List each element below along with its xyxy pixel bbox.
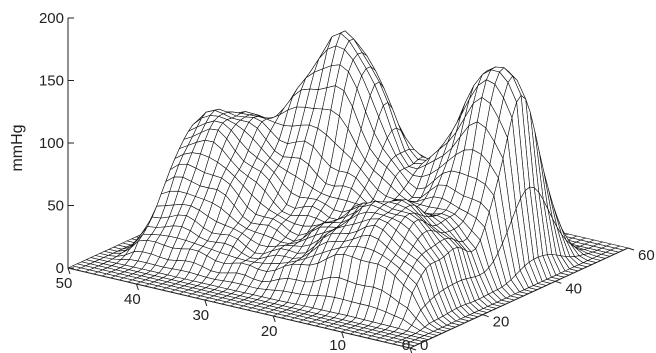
z-tick-label: 50 — [47, 198, 64, 215]
x-tick-mark — [204, 299, 208, 307]
z-tick-label: 0 — [56, 260, 64, 277]
x-tick-label: 50 — [56, 275, 73, 292]
z-axis-label: mmHg — [9, 124, 26, 171]
y-tick-label: 40 — [565, 280, 582, 297]
x-tick-mark — [272, 315, 276, 323]
surface-mesh — [67, 30, 629, 349]
x-tick-mark — [341, 331, 345, 339]
x-tick-label: 30 — [192, 307, 209, 324]
z-tick-label: 200 — [39, 10, 64, 27]
x-tick-label: 0 — [402, 337, 410, 353]
x-axis-line — [67, 267, 411, 349]
y-tick-label: 20 — [493, 314, 510, 331]
y-tick-label: 60 — [638, 247, 655, 264]
x-tick-mark — [409, 347, 413, 353]
x-tick-label: 10 — [329, 337, 346, 353]
y-tick-mark — [627, 247, 635, 251]
y-tick-label: 0 — [420, 337, 428, 353]
y-axis-ticks: 0 20 40 60 — [409, 247, 655, 353]
x-tick-label: 20 — [261, 323, 278, 340]
z-tick-label: 100 — [39, 135, 64, 152]
y-axis-line — [409, 247, 629, 349]
x-tick-mark — [135, 283, 139, 291]
y-tick-mark — [409, 347, 417, 351]
z-axis-ticks: 0 50 100 150 200 — [39, 10, 74, 277]
x-axis-ticks: 50 40 30 20 10 0 — [56, 267, 413, 353]
y-tick-mark — [555, 280, 562, 284]
x-tick-label: 40 — [124, 291, 141, 308]
y-tick-mark — [482, 314, 489, 318]
x-tick-mark — [67, 267, 71, 275]
z-tick-label: 150 — [39, 73, 64, 90]
